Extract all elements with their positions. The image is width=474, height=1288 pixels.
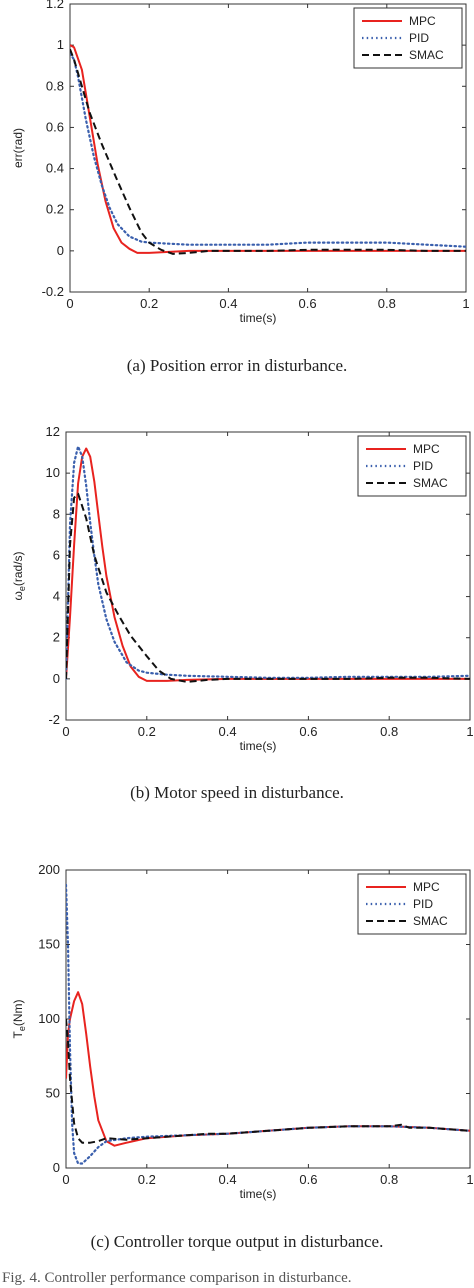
x-tick-label: 0.2 [138, 1172, 156, 1187]
y-tick-label: 0 [53, 1160, 60, 1175]
series-line-smac [66, 492, 470, 683]
legend-label-smac: SMAC [413, 476, 448, 490]
x-tick-label: 0.6 [299, 724, 317, 739]
y-tick-label: 150 [38, 937, 60, 952]
y-tick-label: 8 [53, 506, 60, 521]
y-tick-label: 10 [46, 465, 60, 480]
x-tick-label: 0.8 [380, 1172, 398, 1187]
legend-label-smac: SMAC [413, 914, 448, 928]
y-tick-label: 0.2 [46, 202, 64, 217]
x-tick-label: 0.6 [299, 1172, 317, 1187]
x-tick-label: 0.4 [219, 296, 237, 311]
y-tick-label: -0.2 [42, 284, 64, 299]
series-line-pid [66, 883, 470, 1165]
y-tick-label: -2 [48, 712, 60, 727]
x-tick-label: 0 [66, 296, 73, 311]
legend-label-pid: PID [413, 897, 433, 911]
series-line-pid [66, 445, 470, 681]
y-tick-label: 12 [46, 424, 60, 439]
x-tick-label: 1 [466, 1172, 473, 1187]
legend-box [357, 873, 467, 935]
x-tick-label: 0.2 [138, 724, 156, 739]
caption-b: (b) Motor speed in disturbance. [130, 783, 344, 802]
legend-label-smac: SMAC [409, 48, 444, 62]
series-line-smac [70, 48, 466, 255]
series-line-smac [66, 1018, 470, 1144]
y-tick-label: 6 [53, 547, 60, 562]
x-axis-label: time(s) [240, 739, 277, 753]
chart-b: 0 0.2 0.4 0.6 0.8 1-2024681012time(s)ωe(rad/s… [11, 424, 474, 753]
x-tick-label: 0 [62, 1172, 69, 1187]
x-tick-label: 0.2 [140, 296, 158, 311]
x-axis-label: time(s) [240, 1187, 277, 1201]
x-tick-label: 0.6 [299, 296, 317, 311]
y-tick-label: 2 [53, 630, 60, 645]
y-tick-label: 0.4 [46, 161, 64, 176]
chart-panel-a: 0 0.2 0.4 0.6 0.8 1 -0.2 0 0.2 0.4 0.6 0.8 1 1.2 time(… [0, 0, 474, 400]
legend-label-mpc: MPC [409, 14, 436, 28]
y-tick-label: 100 [38, 1011, 60, 1026]
legend-label-mpc: MPC [413, 442, 440, 456]
y-tick-label: 4 [53, 589, 60, 604]
legend-label-pid: PID [409, 31, 429, 45]
y-tick-label: 0 [53, 671, 60, 686]
y-tick-label: 0.6 [46, 119, 64, 134]
y-axis-label: err(rad) [11, 128, 25, 168]
x-tick-label: 1 [462, 296, 469, 311]
chart-panel-b: 0 0.2 0.4 0.6 0.8 1 -2 0 2 4 6 8 10 12 time(s) ωe(rad/s… [11, 424, 474, 802]
x-tick-label: 0.4 [219, 1172, 237, 1187]
x-tick-label: 0.8 [380, 724, 398, 739]
x-tick-label: 0.4 [219, 724, 237, 739]
y-tick-label: 200 [38, 862, 60, 877]
legend-label-pid: PID [413, 459, 433, 473]
y-axis-label: Te(Nm) [11, 999, 27, 1038]
x-tick-label: 1 [466, 724, 473, 739]
x-tick-label: 0.8 [378, 296, 396, 311]
chart-c: 0 0.2 0.4 0.6 0.8 1 0 50 100 150 200 time(s) Te(Nm) M… [11, 862, 474, 1201]
y-axis-label: ωe(rad/s) [11, 551, 27, 600]
chart-panel-c: 0 0.2 0.4 0.6 0.8 1 0 50 100 150 200 time(s) Te(Nm) M… [11, 862, 474, 1251]
figure-caption-fragment: Fig. 4. Controller performance compariso… [2, 1270, 352, 1286]
legend-label-mpc: MPC [413, 880, 440, 894]
series-line-mpc [70, 44, 466, 254]
series-line-mpc [66, 991, 470, 1147]
caption-c: (c) Controller torque output in disturba… [90, 1232, 384, 1251]
series-line-pid [70, 52, 466, 248]
y-tick-label: 50 [46, 1086, 60, 1101]
y-tick-label: 1.2 [46, 0, 64, 11]
y-tick-label: 0 [57, 243, 64, 258]
x-tick-label: 0 [62, 724, 69, 739]
caption-a: (a) Position error in disturbance. [126, 356, 348, 375]
y-tick-label: 1 [57, 37, 64, 52]
chart-a: 0 0.2 0.4 0.6 0.8 1-0.200.20.40.60.811.2time(… [11, 0, 470, 325]
y-tick-label: 0.8 [46, 78, 64, 93]
x-axis-label: time(s) [240, 311, 277, 325]
